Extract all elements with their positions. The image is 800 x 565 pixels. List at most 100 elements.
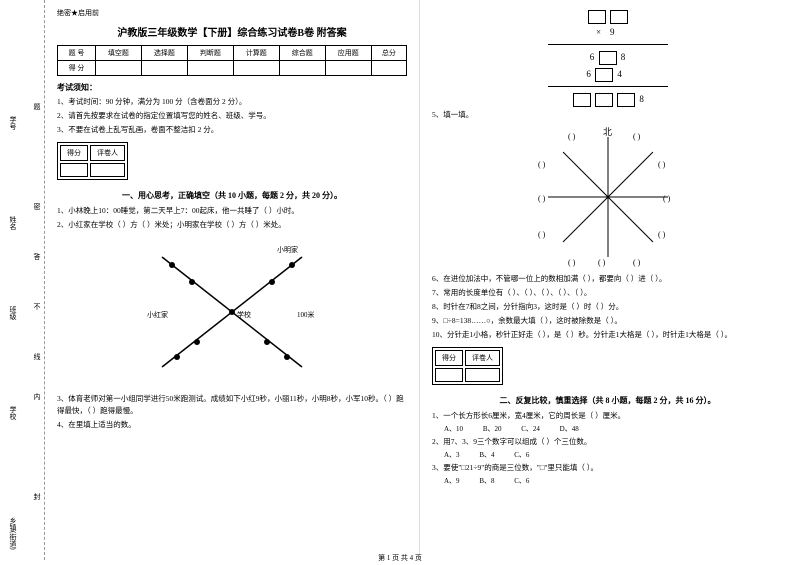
binding-field-class: 班级 [8, 306, 18, 320]
compass-diagram: 北 ( )( ) ( )( ) ( )( ) ( )( ) ( )( )( ) [538, 127, 678, 267]
binding-field-name: 姓名 [8, 216, 18, 230]
option: A、9 [444, 477, 460, 485]
scorer-label: 得分 [435, 350, 463, 366]
svg-text:( ): ( ) [538, 194, 546, 203]
binding-field-school: 学校 [8, 406, 18, 420]
score-head: 应用题 [325, 46, 371, 61]
option: C、6 [514, 451, 529, 459]
exam-title: 沪教版三年级数学【下册】综合练习试卷B卷 附答案 [57, 24, 407, 39]
svg-text:( ): ( ) [658, 230, 666, 239]
score-cell: 得 分 [58, 61, 96, 76]
score-head: 综合题 [279, 46, 325, 61]
right-column: × 9 6 8 6 4 8 5、填一填。 北 ( )( ) ( )( ) ( )… [420, 0, 795, 560]
question: 6、在进位加法中，不管哪一位上的数相加满（ ），都要向（ ）进（ ）。 [432, 273, 783, 285]
option: B、4 [479, 451, 494, 459]
scorer-cell [90, 163, 125, 177]
binding-mark: 答 [32, 253, 42, 260]
options: A、9 B、8 C、6 [444, 476, 783, 486]
option: C、6 [514, 477, 529, 485]
mult-digit: 9 [610, 27, 615, 37]
scorer-label: 得分 [60, 145, 88, 161]
question: 8、时针在7和8之间，分针指向3，这时是（ ）时（ ）分。 [432, 301, 783, 313]
blank-box [599, 51, 617, 65]
diagram-label: 小红家 [147, 310, 168, 319]
scorer-box: 得分 评卷人 [432, 347, 503, 385]
question: 1、一个长方形长6厘米，宽4厘米，它的周长是（ ）厘米。 [432, 410, 783, 422]
question: 5、填一填。 [432, 109, 783, 121]
score-cell [325, 61, 371, 76]
score-cell [187, 61, 233, 76]
svg-text:( ): ( ) [663, 194, 671, 203]
option: B、8 [479, 477, 494, 485]
svg-text:北: 北 [603, 127, 612, 137]
notice-item: 3、不要在试卷上乱写乱画，卷面不整洁扣 2 分。 [57, 124, 407, 136]
question: 7、常用的长度单位有（ ）、（ ）、（ ）、（ ）、（ ）。 [432, 287, 783, 299]
options: A、3 B、4 C、6 [444, 450, 783, 460]
binding-mark: 封 [32, 493, 42, 500]
scorer-box: 得分 评卷人 [57, 142, 128, 180]
part1-title: 一、用心思考，正确填空（共 10 小题，每题 2 分，共 20 分）。 [57, 190, 407, 201]
svg-text:( ): ( ) [538, 160, 546, 169]
option: A、3 [444, 451, 460, 459]
binding-field-id: 学号 [8, 116, 18, 130]
binding-mark: 题 [32, 103, 42, 110]
blank-box [588, 10, 606, 24]
svg-text:( ): ( ) [633, 132, 641, 141]
mult-digit: 6 [586, 69, 591, 79]
scorer-cell [435, 368, 463, 382]
option: B、20 [483, 425, 502, 433]
divider [548, 86, 668, 87]
left-column: 绝密★启用前 沪教版三年级数学【下册】综合练习试卷B卷 附答案 题 号 填空题 … [45, 0, 420, 560]
question: 1、小林晚上10：00睡觉，第二天早上7：00起床，他一共睡了（ ）小时。 [57, 205, 407, 217]
binding-mark: 线 [32, 353, 42, 360]
mult-digit: 4 [617, 69, 622, 79]
options: A、10 B、20 C、24 D、48 [444, 424, 783, 434]
svg-text:( ): ( ) [598, 258, 606, 267]
svg-text:( ): ( ) [538, 230, 546, 239]
mult-digit: 8 [639, 94, 644, 104]
diagram-label: 学校 [237, 310, 251, 319]
divider [548, 44, 668, 45]
blank-box [595, 93, 613, 107]
option: A、10 [444, 425, 463, 433]
blank-box [595, 68, 613, 82]
svg-text:( ): ( ) [658, 160, 666, 169]
scorer-label: 评卷人 [90, 145, 125, 161]
diagram-label: 小明家 [277, 245, 298, 254]
binding-mark: 密 [32, 203, 42, 210]
score-cell [371, 61, 406, 76]
blank-box [610, 10, 628, 24]
notice-item: 2、请首先按要求在试卷的指定位置填写您的姓名、班级、学号。 [57, 110, 407, 122]
question: 2、小红家在学校（ ）方（ ）米处；小明家在学校（ ）方（ ）米处。 [57, 219, 407, 231]
map-diagram: 小明家 小红家 学校 100米 [57, 237, 407, 387]
binding-mark: 内 [32, 393, 42, 400]
question: 3、体育老师对第一小组同学进行50米跑测试。成绩如下小红9秒，小丽11秒，小明8… [57, 393, 407, 417]
question: 4、在里填上适当的数。 [57, 419, 407, 431]
question: 3、要使"□21÷9"的商是三位数，"□"里只能填（ ）。 [432, 462, 783, 474]
score-head: 题 号 [58, 46, 96, 61]
secret-label: 绝密★启用前 [57, 8, 407, 18]
notice-item: 1、考试时间：90 分钟，满分为 100 分（含卷面分 2 分）。 [57, 96, 407, 108]
binding-margin: 乡镇(街道) 学校 班级 姓名 学号 封 内 不 密 线 题 答 [0, 0, 45, 560]
scorer-label: 评卷人 [465, 350, 500, 366]
binding-field-township: 乡镇(街道) [8, 517, 18, 550]
svg-text:( ): ( ) [633, 258, 641, 267]
score-head: 总分 [371, 46, 406, 61]
score-cell [141, 61, 187, 76]
blank-box [573, 93, 591, 107]
scorer-cell [465, 368, 500, 382]
score-table: 题 号 填空题 选择题 判断题 计算题 综合题 应用题 总分 得 分 [57, 45, 407, 76]
mult-digit: 6 [590, 52, 595, 62]
scorer-cell [60, 163, 88, 177]
blank-box [617, 93, 635, 107]
mult-sign: × [596, 27, 601, 37]
score-cell [95, 61, 141, 76]
binding-mark: 不 [32, 303, 42, 310]
score-head: 判断题 [187, 46, 233, 61]
score-head: 计算题 [233, 46, 279, 61]
score-head: 填空题 [95, 46, 141, 61]
diagram-label: 100米 [297, 310, 315, 319]
part2-title: 二、反复比较，慎重选择（共 8 小题，每题 2 分，共 16 分）。 [432, 395, 783, 406]
page-footer: 第 1 页 共 4 页 [0, 553, 800, 563]
option: D、48 [560, 425, 579, 433]
